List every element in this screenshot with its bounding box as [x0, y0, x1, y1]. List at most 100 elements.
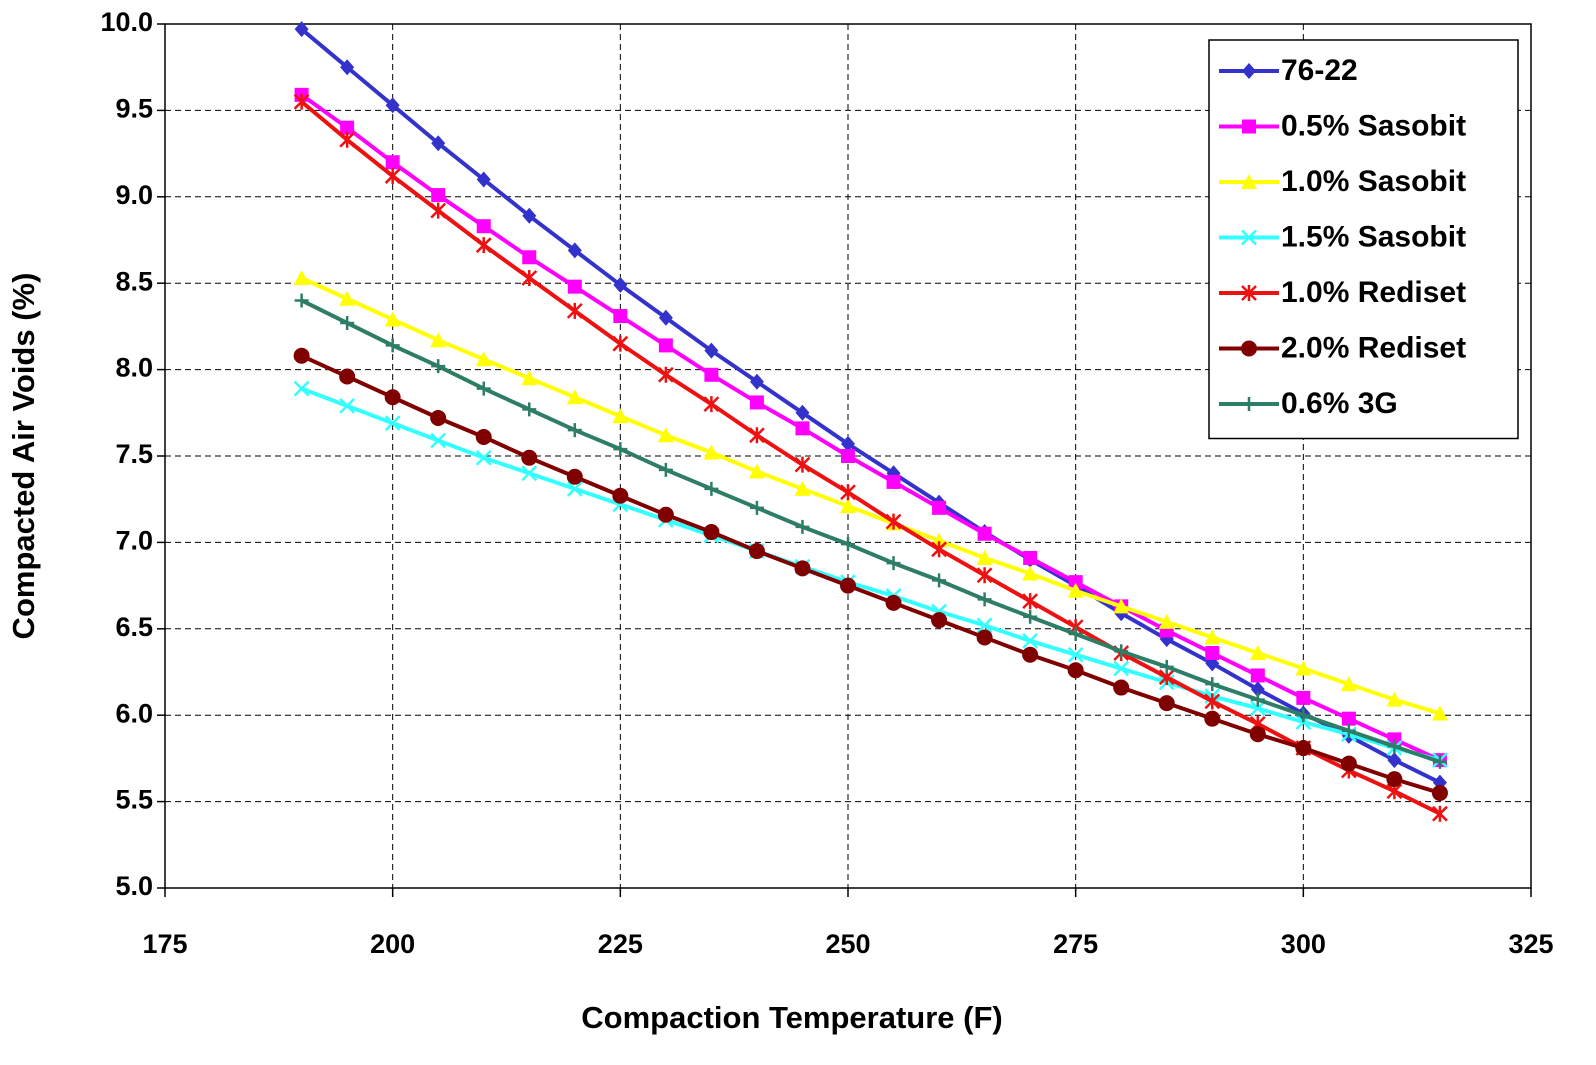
marker: [1022, 565, 1039, 581]
marker: [885, 594, 902, 611]
marker: [339, 131, 356, 148]
marker: [704, 367, 719, 382]
y-tick-label: 7.0: [115, 526, 153, 556]
marker: [1386, 771, 1403, 788]
marker: [1242, 397, 1256, 411]
legend-label: 0.6% 3G: [1281, 387, 1398, 420]
legend: 76-22 0.5% Sasobit 1.0% Sasobit 1.5% Sasobi…: [1208, 39, 1519, 440]
legend-entry: 1.0% Sasobit: [1219, 165, 1466, 198]
marker: [657, 506, 674, 523]
marker: [522, 250, 537, 265]
series-line: [300, 298, 1441, 764]
marker: [1022, 646, 1039, 663]
marker: [521, 370, 538, 386]
marker: [658, 462, 673, 477]
series-line: [300, 276, 1441, 716]
marker: [1068, 626, 1083, 641]
marker: [340, 120, 355, 135]
marker: [340, 59, 355, 76]
marker: [1249, 644, 1266, 660]
legend-label: 1.0% Rediset: [1281, 276, 1466, 309]
marker: [703, 524, 720, 541]
series: [293, 347, 1448, 801]
marker: [886, 556, 901, 571]
y-axis-title: Compacted Air Voids (%): [6, 273, 41, 640]
marker: [1295, 660, 1312, 676]
marker: [794, 560, 811, 577]
marker: [476, 171, 491, 188]
marker: [931, 612, 948, 629]
marker: [384, 389, 401, 406]
marker: [475, 449, 492, 466]
marker: [612, 487, 629, 504]
y-tick-label: 6.5: [115, 612, 153, 642]
marker: [977, 592, 992, 607]
marker: [1387, 739, 1402, 754]
marker: [1113, 598, 1130, 614]
marker: [704, 481, 719, 496]
series: [293, 270, 1448, 721]
x-tick-label: 325: [1508, 929, 1553, 959]
marker: [1022, 633, 1039, 649]
marker: [1114, 644, 1129, 659]
marker: [339, 290, 356, 306]
marker: [1250, 681, 1265, 698]
marker: [1204, 693, 1221, 710]
legend-entry: 0.5% Sasobit: [1219, 109, 1466, 142]
marker: [1113, 660, 1130, 677]
x-tick-label: 225: [598, 929, 643, 959]
x-tick-label: 275: [1053, 929, 1098, 959]
marker: [613, 276, 628, 293]
marker: [566, 302, 583, 319]
marker: [384, 168, 401, 185]
marker: [1242, 119, 1256, 134]
marker: [931, 541, 947, 558]
marker: [886, 474, 901, 489]
series-line: [300, 100, 1441, 816]
marker: [1432, 754, 1447, 769]
marker: [566, 389, 583, 405]
marker: [794, 456, 811, 473]
marker: [1204, 629, 1221, 645]
y-tick-label: 9.5: [115, 94, 153, 124]
marker: [1249, 700, 1266, 717]
marker: [1067, 662, 1084, 679]
marker: [840, 484, 856, 501]
marker: [1387, 752, 1402, 769]
marker: [384, 311, 401, 327]
marker: [430, 409, 447, 426]
marker: [1249, 726, 1266, 743]
marker: [521, 465, 538, 482]
marker: [657, 427, 674, 443]
marker: [657, 366, 674, 383]
marker: [976, 567, 993, 584]
marker: [1341, 723, 1356, 738]
series: [294, 293, 1447, 769]
marker: [1205, 677, 1220, 692]
marker: [1250, 668, 1265, 683]
marker: [885, 513, 902, 530]
marker: [840, 498, 856, 514]
marker: [658, 309, 673, 326]
marker: [1296, 708, 1311, 723]
marker: [431, 359, 446, 374]
marker: [1022, 593, 1039, 610]
marker: [385, 155, 400, 170]
marker: [475, 237, 492, 254]
legend-entry: 76-22: [1219, 54, 1358, 87]
y-tick-label: 5.0: [115, 871, 153, 901]
marker: [976, 629, 993, 646]
marker: [1113, 679, 1130, 696]
legend-label: 0.5% Sasobit: [1281, 109, 1466, 142]
marker: [1242, 63, 1256, 79]
marker: [1241, 174, 1257, 189]
marker: [794, 480, 811, 496]
marker: [1023, 609, 1038, 624]
marker: [613, 309, 628, 324]
marker: [703, 396, 720, 413]
marker: [1341, 711, 1356, 726]
series: [293, 93, 1448, 822]
marker: [976, 549, 993, 565]
marker: [748, 543, 765, 560]
x-tick-label: 200: [370, 929, 415, 959]
